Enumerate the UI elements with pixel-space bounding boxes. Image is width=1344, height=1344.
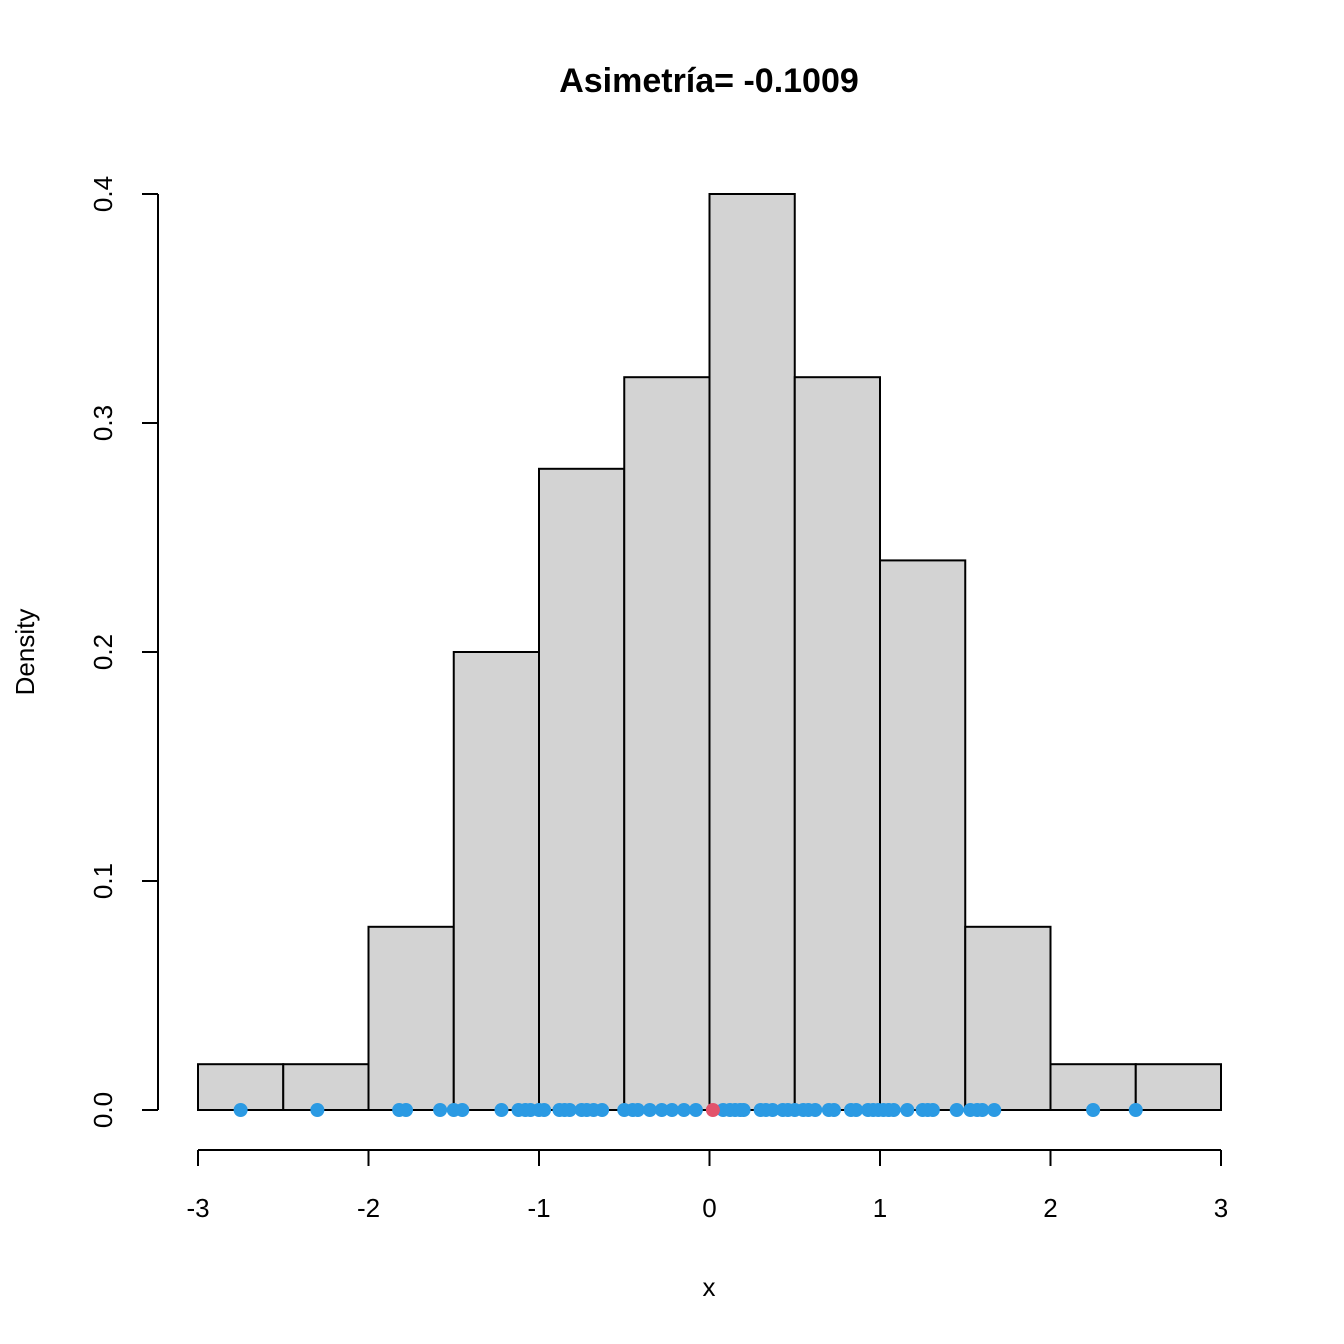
histogram-bar	[367, 925, 455, 1111]
y-axis: 0.0 0.1 0.2 0.3 0.4	[88, 176, 159, 1128]
rug-point	[494, 1103, 509, 1117]
rug-point	[664, 1103, 679, 1117]
rug-point	[925, 1103, 940, 1117]
rug-point	[808, 1103, 823, 1117]
x-tick-label: 2	[1043, 1193, 1057, 1223]
y-tick-label: 0.4	[88, 176, 118, 212]
x-tick-label: 0	[702, 1193, 716, 1223]
histogram-bar	[793, 376, 881, 1111]
rug-point	[826, 1103, 841, 1117]
y-tick-label: 0.2	[88, 634, 118, 670]
y-axis-label: Density	[10, 609, 40, 696]
rug-point	[455, 1103, 470, 1117]
rug-point	[736, 1103, 751, 1117]
rug-point	[537, 1103, 552, 1117]
rug-point	[987, 1103, 1002, 1117]
histogram-bar	[964, 925, 1052, 1111]
rug-point	[1086, 1103, 1101, 1117]
x-tick-label: -1	[527, 1193, 550, 1223]
histogram-bar	[197, 1063, 285, 1111]
rug-point	[399, 1103, 414, 1117]
histogram-bar	[282, 1063, 370, 1111]
rug-point	[975, 1103, 990, 1117]
rug-point	[562, 1103, 577, 1117]
x-tick-label: 1	[873, 1193, 887, 1223]
x-tick-label: -3	[186, 1193, 209, 1223]
histogram-bar	[708, 193, 796, 1111]
x-tick-label: -2	[357, 1193, 380, 1223]
histogram-bar	[538, 467, 626, 1111]
rug-point	[642, 1103, 657, 1117]
rug-point	[630, 1103, 645, 1117]
rug-point	[654, 1103, 669, 1117]
rug-point	[233, 1103, 248, 1117]
x-tick-label: 3	[1214, 1193, 1228, 1223]
rug-point	[886, 1103, 901, 1117]
rug-point	[676, 1103, 691, 1117]
y-tick-label: 0.0	[88, 1092, 118, 1128]
rug-points	[233, 1103, 1143, 1117]
rug-point	[433, 1103, 448, 1117]
rug-point	[1128, 1103, 1143, 1117]
y-tick-label: 0.1	[88, 863, 118, 899]
histogram-bar	[1134, 1063, 1222, 1111]
highlight-point	[705, 1103, 720, 1117]
histogram-bar	[623, 376, 711, 1111]
rug-point	[595, 1103, 610, 1117]
rug-point	[765, 1103, 780, 1117]
histogram-bar	[452, 651, 540, 1111]
x-axis-label: x	[703, 1272, 716, 1302]
x-axis: -3 -2 -1 0 1 2 3	[186, 1149, 1228, 1223]
rug-point	[900, 1103, 915, 1117]
rug-point	[949, 1103, 964, 1117]
rug-point	[688, 1103, 703, 1117]
histogram-bars	[197, 193, 1222, 1111]
rug-point	[849, 1103, 864, 1117]
y-tick-label: 0.3	[88, 405, 118, 441]
rug-point	[310, 1103, 325, 1117]
chart-title: Asimetría= -0.1009	[559, 62, 859, 100]
histogram-bar	[879, 559, 967, 1111]
